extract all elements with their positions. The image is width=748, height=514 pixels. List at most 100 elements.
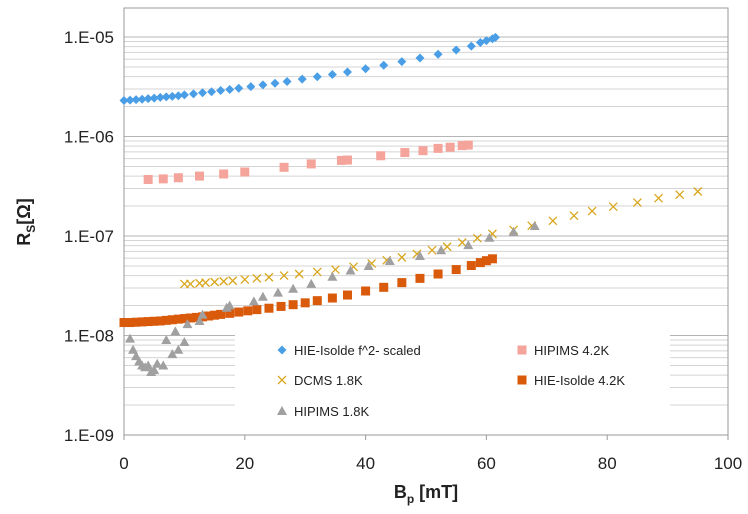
series-0 (119, 32, 500, 106)
data-point (379, 282, 389, 292)
data-point (210, 310, 220, 320)
x-axis-title: Bp [mT] (394, 482, 458, 506)
data-point (282, 77, 292, 87)
data-point (149, 93, 159, 103)
x-axis-title-unit: [mT] (414, 482, 458, 502)
legend-background (235, 330, 670, 434)
data-point (445, 142, 455, 152)
data-point (466, 41, 476, 51)
data-point (427, 245, 437, 255)
data-point (312, 267, 322, 277)
data-point (167, 349, 178, 359)
data-point (225, 84, 235, 94)
data-point (173, 344, 184, 354)
legend: HIE-Isolde f^2- scaled HIPIMS 4.2K DCMS 1.… (277, 343, 625, 419)
y-tick-label: 1.E-06 (64, 128, 114, 147)
data-point (363, 260, 374, 270)
data-point (300, 298, 310, 308)
data-point (288, 300, 298, 310)
data-point (131, 317, 141, 327)
data-point (457, 141, 467, 151)
data-point (436, 245, 447, 255)
legend-label: DCMS 1.8K (294, 373, 363, 388)
y-tick-label: 1.E-07 (64, 227, 114, 246)
series-1 (143, 140, 473, 184)
data-point (161, 335, 172, 345)
data-point (384, 256, 395, 266)
legend-label: HIPIMS 1.8K (294, 404, 369, 419)
data-point (342, 155, 352, 165)
data-point (197, 309, 208, 319)
x-axis-title-main: B (394, 482, 407, 502)
data-point (179, 90, 189, 100)
data-point (170, 326, 181, 336)
data-point (306, 278, 317, 288)
series-3 (119, 254, 497, 328)
x-axis-title-subscript: p (407, 492, 414, 506)
data-point (276, 301, 286, 311)
series-4 (125, 221, 540, 376)
data-point (161, 315, 171, 325)
x-tick-label: 0 (119, 454, 128, 473)
data-point (143, 174, 153, 184)
data-point (246, 82, 256, 92)
data-point (248, 296, 259, 306)
data-point (125, 318, 135, 328)
data-point (418, 146, 428, 156)
data-point (143, 317, 153, 327)
data-point (433, 143, 443, 153)
data-point (191, 312, 201, 322)
data-markers (119, 32, 703, 376)
legend-label: HIE-Isolde 4.2K (534, 373, 625, 388)
data-point (312, 72, 322, 82)
data-point (173, 314, 183, 324)
data-point (158, 360, 169, 370)
data-point (149, 316, 159, 326)
data-point (654, 193, 663, 203)
data-point (608, 202, 618, 212)
data-point (219, 169, 229, 179)
data-point (257, 291, 268, 301)
data-point (158, 174, 168, 184)
data-point (294, 269, 304, 279)
data-point (487, 254, 497, 264)
data-point (415, 53, 425, 63)
legend-marker (277, 406, 287, 415)
legend-marker (517, 375, 527, 385)
legend-marker (277, 345, 287, 355)
data-point (179, 314, 189, 324)
data-point (188, 89, 198, 99)
data-point (529, 221, 540, 231)
data-point (173, 173, 183, 183)
data-point (345, 265, 356, 275)
data-point (273, 287, 284, 297)
data-point (252, 273, 262, 283)
data-point (125, 95, 135, 105)
data-point (463, 140, 473, 150)
y-axis-title-unit: [Ω] (14, 198, 34, 224)
data-point (379, 60, 389, 70)
data-point (376, 151, 386, 161)
data-point (152, 358, 163, 368)
data-point (342, 67, 352, 77)
data-point (466, 261, 476, 271)
data-point (288, 283, 299, 293)
y-axis-title-subscript: S (24, 225, 38, 233)
data-point (219, 276, 229, 286)
data-point (475, 258, 485, 268)
data-point (397, 252, 407, 262)
data-point (264, 272, 274, 282)
data-point (327, 271, 338, 281)
data-point (195, 171, 204, 181)
data-point (490, 32, 500, 42)
data-point (414, 250, 425, 260)
legend-label: HIPIMS 4.2K (534, 343, 609, 358)
x-tick-label: 20 (235, 454, 254, 473)
data-point (258, 80, 268, 90)
y-tick-labels: 1.E-09 1.E-08 1.E-07 1.E-06 1.E-05 (64, 28, 114, 445)
x-tick-label: 80 (598, 454, 617, 473)
data-point (198, 88, 208, 98)
data-point (675, 190, 685, 200)
data-point (167, 91, 177, 101)
